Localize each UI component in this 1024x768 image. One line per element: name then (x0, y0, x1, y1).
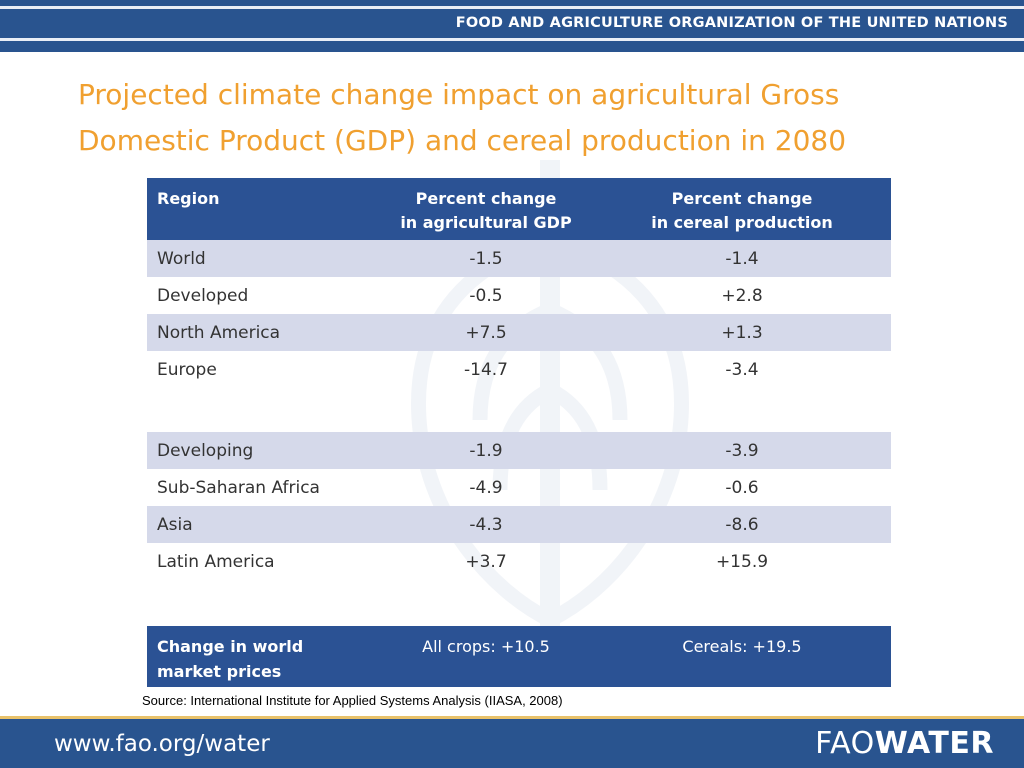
gdp-cell: -1.5 (469, 248, 503, 269)
cereal-cell: -3.4 (725, 359, 759, 380)
market-prices-row: Change in world market prices All crops:… (147, 626, 891, 687)
table-row: Sub-Saharan Africa -4.9 -0.6 (147, 469, 891, 506)
gdp-cell: -0.5 (469, 285, 503, 306)
organization-name: FOOD AND AGRICULTURE ORGANIZATION OF THE… (455, 15, 1008, 31)
table-row: World -1.5 -1.4 (147, 240, 891, 277)
cereals-value: Cereals: +19.5 (682, 637, 802, 656)
table-row: North America +7.5 +1.3 (147, 314, 891, 351)
gdp-cell: -4.3 (469, 514, 503, 535)
region-cell: Developed (157, 285, 249, 306)
header-stripe-bottom (0, 38, 1024, 41)
faowater-logo: FAOWATER (815, 726, 994, 761)
website-url: www.fao.org/water (54, 731, 270, 757)
region-cell: Sub-Saharan Africa (157, 477, 320, 498)
cereal-cell: -8.6 (725, 514, 759, 535)
cereal-cell: +1.3 (721, 322, 763, 343)
cereal-cell: -3.9 (725, 440, 759, 461)
region-cell: Latin America (157, 551, 275, 572)
market-prices-label: Change in world market prices (157, 637, 304, 681)
gdp-cell: +7.5 (465, 322, 507, 343)
gdp-cell: +3.7 (465, 551, 507, 572)
footer-divider (0, 716, 1024, 719)
region-cell: World (157, 248, 206, 269)
source-note: Source: International Institute for Appl… (142, 693, 563, 708)
gdp-cell: -4.9 (469, 477, 503, 498)
header-agricultural-gdp: Percent change in agricultural GDP (400, 189, 572, 232)
cereal-cell: -1.4 (725, 248, 759, 269)
table-spacer (147, 388, 891, 432)
cereal-cell: +2.8 (721, 285, 763, 306)
all-crops-value: All crops: +10.5 (422, 637, 550, 656)
logo-water: WATER (874, 726, 994, 761)
cereal-cell: +15.9 (715, 551, 769, 572)
cereal-cell: -0.6 (725, 477, 759, 498)
header-bar: FOOD AND AGRICULTURE ORGANIZATION OF THE… (0, 0, 1024, 52)
header-stripe-top (0, 6, 1024, 9)
logo-fao: FAO (815, 726, 875, 761)
table-row: Latin America +3.7 +15.9 (147, 543, 891, 580)
table-row: Developed -0.5 +2.8 (147, 277, 891, 314)
table-row: Developing -1.9 -3.9 (147, 432, 891, 469)
table-header: Region Percent change in agricultural GD… (147, 178, 891, 240)
region-cell: Developing (157, 440, 254, 461)
table-row: Europe -14.7 -3.4 (147, 351, 891, 388)
page-title: Projected climate change impact on agric… (78, 78, 847, 157)
gdp-cell: -1.9 (469, 440, 503, 461)
region-cell: North America (157, 322, 281, 343)
data-table: Region Percent change in agricultural GD… (147, 178, 891, 580)
gdp-cell: -14.7 (464, 359, 508, 380)
region-cell: Asia (157, 514, 193, 535)
table-row: Asia -4.3 -8.6 (147, 506, 891, 543)
footer-bar: www.fao.org/water FAOWATER (0, 719, 1024, 768)
header-cereal-production: Percent change in cereal production (651, 189, 833, 232)
region-cell: Europe (157, 359, 217, 380)
header-region: Region (157, 189, 220, 208)
